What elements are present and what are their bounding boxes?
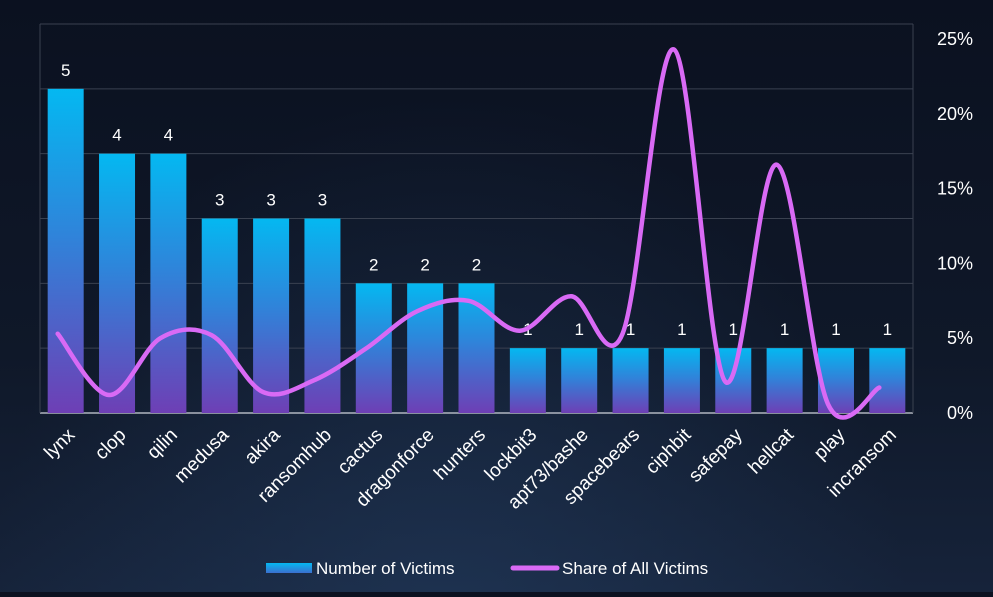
legend-label-share: Share of All Victims bbox=[562, 559, 708, 578]
x-axis-tick-label: safepay bbox=[685, 424, 747, 486]
x-axis-tick-label: akira bbox=[241, 424, 285, 468]
bar-clop bbox=[99, 153, 136, 413]
x-axis-tick-label: clop bbox=[91, 425, 130, 464]
right-axis-tick-label: 25% bbox=[937, 29, 973, 49]
bar-data-label: 3 bbox=[266, 191, 275, 210]
bar-data-label: 4 bbox=[164, 126, 173, 145]
bar-data-label: 3 bbox=[318, 191, 327, 210]
right-axis-tick-labels: 0% 5% 10% 15% 20% 25% bbox=[937, 29, 973, 423]
bar-series bbox=[47, 88, 906, 413]
bar-qilin bbox=[150, 153, 187, 413]
right-axis-tick-label: 15% bbox=[937, 179, 973, 199]
bar-play bbox=[817, 348, 854, 413]
bar-data-label: 2 bbox=[420, 255, 429, 274]
bar-data-label: 1 bbox=[780, 320, 789, 339]
bar-spacebears bbox=[612, 348, 649, 413]
right-axis-tick-label: 0% bbox=[947, 403, 973, 423]
bar-data-label: 3 bbox=[215, 191, 224, 210]
bar-data-label: 2 bbox=[369, 255, 378, 274]
bar-data-label: 2 bbox=[472, 255, 481, 274]
bar-lockbit3 bbox=[509, 348, 546, 413]
bar-cactus bbox=[355, 283, 392, 413]
bar-data-label: 1 bbox=[831, 320, 840, 339]
bar-medusa bbox=[201, 218, 238, 413]
right-axis-tick-label: 5% bbox=[947, 328, 973, 348]
x-axis-tick-label: play bbox=[810, 424, 850, 464]
bar-data-label: 5 bbox=[61, 61, 70, 80]
bar-apt73/bashe bbox=[561, 348, 598, 413]
legend-label-victims: Number of Victims bbox=[316, 559, 455, 578]
bar-safepay bbox=[715, 348, 752, 413]
x-axis-tick-label: medusa bbox=[171, 424, 234, 487]
line-series bbox=[55, 47, 882, 420]
legend-bar-swatch bbox=[266, 563, 312, 573]
share-line bbox=[55, 47, 882, 420]
right-axis-tick-label: 10% bbox=[937, 253, 973, 273]
bar-data-label: 1 bbox=[729, 320, 738, 339]
x-axis-tick-label: hellcat bbox=[744, 424, 798, 478]
bar-akira bbox=[253, 218, 290, 413]
bar-data-label: 1 bbox=[883, 320, 892, 339]
bar-incransom bbox=[869, 348, 906, 413]
bar-data-label: 1 bbox=[626, 320, 635, 339]
legend: Number of Victims Share of All Victims bbox=[266, 559, 708, 578]
bar-data-label: 1 bbox=[574, 320, 583, 339]
bar-data-label: 4 bbox=[112, 126, 121, 145]
x-axis-tick-label: lynx bbox=[40, 424, 79, 463]
bar-ciphbit bbox=[663, 348, 700, 413]
bar-data-label: 1 bbox=[677, 320, 686, 339]
right-axis-tick-label: 20% bbox=[937, 104, 973, 124]
bar-hellcat bbox=[766, 348, 803, 413]
x-axis-tick-label: qilin bbox=[143, 425, 182, 464]
x-axis-tick-label: hunters bbox=[430, 425, 490, 485]
bar-lynx bbox=[47, 88, 84, 413]
